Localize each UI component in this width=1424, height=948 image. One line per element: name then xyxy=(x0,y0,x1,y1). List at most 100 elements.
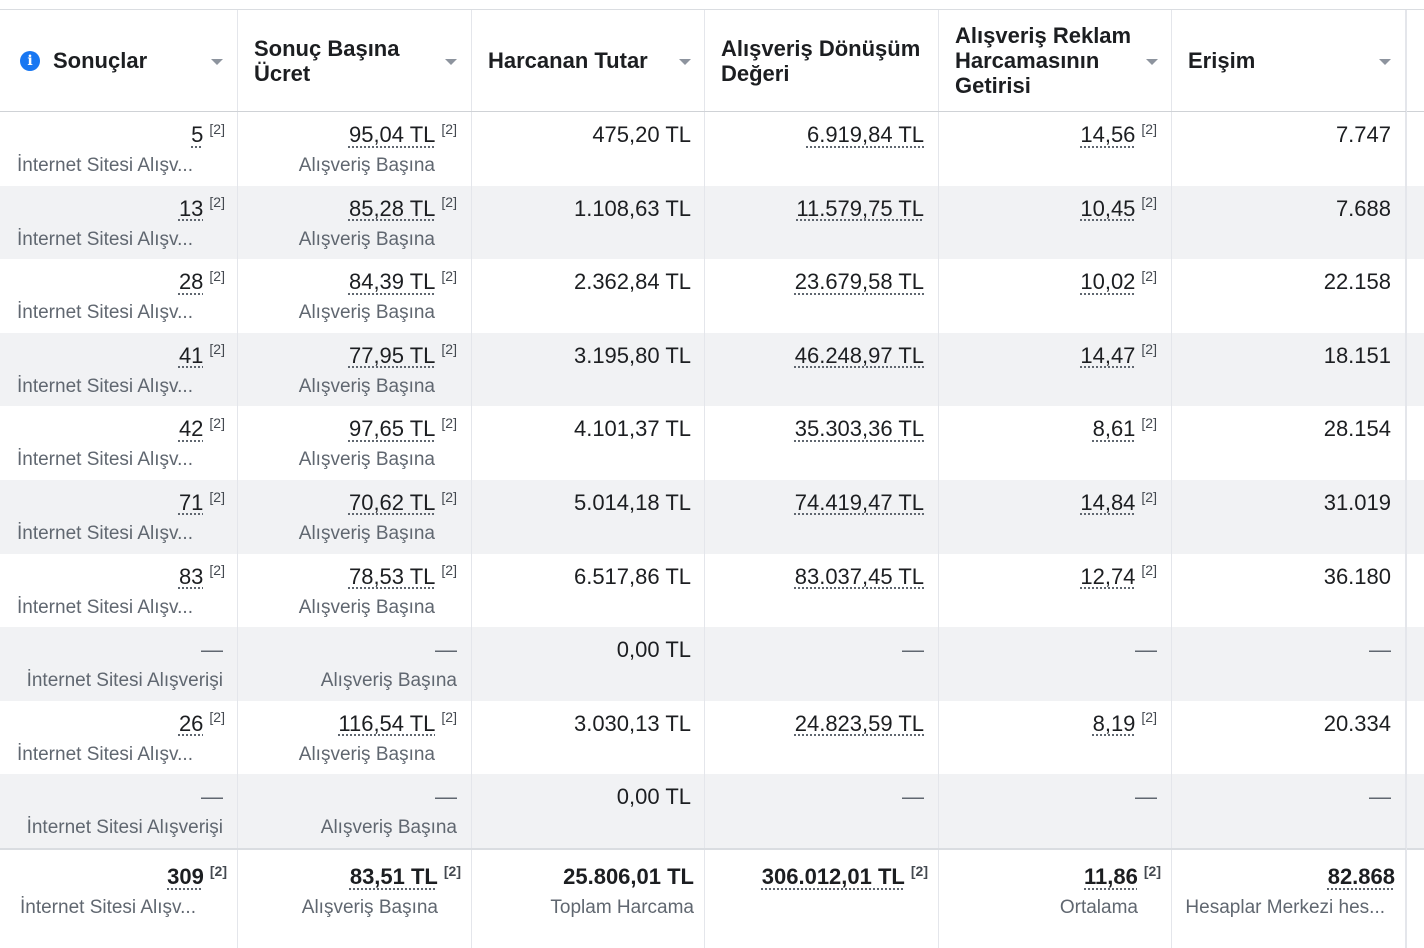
table-row[interactable]: — İnternet Sitesi Alışverişi — Alışveriş Ba… xyxy=(0,774,1424,848)
cost-per-result-value[interactable]: 95,04 TL xyxy=(348,122,436,147)
total-purchase-value[interactable]: 306.012,01 TL xyxy=(761,864,905,889)
result-type-label: İnternet Sitesi Alışv... xyxy=(16,155,193,176)
purchase-roas-value[interactable]: 8,19 xyxy=(1092,710,1136,736)
purchase-value[interactable]: 83.037,45 TL xyxy=(794,563,924,589)
total-results-type: İnternet Sitesi Alışv... xyxy=(19,897,196,918)
reach-value: 7.688 xyxy=(1335,195,1391,221)
purchase-value[interactable]: 24.823,59 TL xyxy=(794,710,924,736)
purchase-value[interactable]: 46.248,97 TL xyxy=(794,342,924,368)
cost-per-result-value[interactable]: 116,54 TL xyxy=(338,710,436,736)
footnote-marker: [2] xyxy=(441,194,457,211)
total-roas-value[interactable]: 11,86 xyxy=(1084,864,1138,889)
results-value: — xyxy=(201,637,223,663)
column-header-purchase-roas[interactable]: Alışveriş Reklam Harcamasının Getirisi xyxy=(939,10,1172,111)
total-cost-per-result-label: Alışveriş Başına xyxy=(301,897,438,918)
results-value[interactable]: 41 xyxy=(178,342,204,368)
footnote-marker: [2] xyxy=(1141,120,1157,137)
cost-per-result-label: Alışveriş Başına xyxy=(298,596,435,618)
footnote-marker: [2] xyxy=(1141,341,1157,358)
footnote-marker: [2] xyxy=(441,488,457,505)
purchase-roas-value[interactable]: 14,47 xyxy=(1080,342,1136,368)
table-row[interactable]: 28 [2] İnternet Sitesi Alışv... 84,39 TL [2]… xyxy=(0,259,1424,333)
footnote-marker: [2] xyxy=(441,267,457,284)
sort-caret-icon[interactable] xyxy=(211,59,223,65)
column-header-amount-spent[interactable]: Harcanan Tutar xyxy=(472,10,705,111)
results-value[interactable]: 71 xyxy=(178,489,204,515)
amount-spent-value: 3.030,13 TL xyxy=(573,710,691,736)
total-reach-value[interactable]: 82.868 xyxy=(1327,864,1395,889)
purchase-value[interactable]: 35.303,36 TL xyxy=(794,416,924,442)
cost-per-result-value[interactable]: 85,28 TL xyxy=(348,195,436,221)
results-value[interactable]: 5 xyxy=(191,122,204,147)
column-header-cost-per-result[interactable]: Sonuç Başına Ücret xyxy=(238,10,472,111)
info-icon[interactable]: i xyxy=(20,50,40,71)
results-value[interactable]: 26 xyxy=(178,710,204,736)
table-row[interactable]: 83 [2] İnternet Sitesi Alışv... 78,53 TL [2]… xyxy=(0,553,1424,628)
cost-per-result-value[interactable]: 84,39 TL xyxy=(348,269,436,295)
column-header-label: Sonuçlar xyxy=(53,48,148,73)
footnote-marker: [2] xyxy=(441,709,457,726)
purchase-roas-value[interactable]: 14,56 xyxy=(1080,122,1136,147)
results-value[interactable]: 83 xyxy=(178,563,204,589)
sort-caret-icon[interactable] xyxy=(1379,59,1391,65)
footnote-marker: [2] xyxy=(209,862,227,879)
result-type-label: İnternet Sitesi Alışv... xyxy=(16,302,193,324)
footnote-marker: [2] xyxy=(1141,415,1157,432)
purchase-value[interactable]: 6.919,84 TL xyxy=(806,122,924,147)
purchase-value: — xyxy=(902,637,924,663)
footnote-marker: [2] xyxy=(1141,267,1157,284)
table-row[interactable]: 5 [2] İnternet Sitesi Alışv... 95,04 TL [2] A… xyxy=(0,112,1424,186)
column-header-purchase-value[interactable]: Alışveriş Dönüşüm Değeri xyxy=(705,10,939,111)
purchase-value[interactable]: 11.579,75 TL xyxy=(796,195,924,221)
amount-spent-value: 0,00 TL xyxy=(616,784,691,810)
purchase-roas-value[interactable]: 10,02 xyxy=(1080,269,1136,295)
footnote-marker: [2] xyxy=(910,862,928,879)
amount-spent-value: 0,00 TL xyxy=(616,637,691,663)
footnote-marker: [2] xyxy=(209,709,225,726)
reach-value: 18.151 xyxy=(1323,342,1391,368)
purchase-value[interactable]: 23.679,58 TL xyxy=(794,269,924,295)
cost-per-result-value[interactable]: 97,65 TL xyxy=(348,416,436,442)
total-results-value[interactable]: 309 xyxy=(167,864,204,889)
amount-spent-value: 4.101,37 TL xyxy=(573,416,691,442)
table-row[interactable]: 71 [2] İnternet Sitesi Alışv... 70,62 TL [2]… xyxy=(0,479,1424,554)
table-row[interactable]: 41 [2] İnternet Sitesi Alışv... 77,95 TL [2]… xyxy=(0,332,1424,407)
result-type-label: İnternet Sitesi Alışverişi xyxy=(26,817,223,839)
results-value[interactable]: 28 xyxy=(178,269,204,295)
cost-per-result-value[interactable]: 70,62 TL xyxy=(348,489,436,515)
results-value[interactable]: 13 xyxy=(178,195,204,221)
table-body: 5 [2] İnternet Sitesi Alışv... 95,04 TL [2] A… xyxy=(0,112,1424,848)
reach-value: — xyxy=(1369,637,1391,663)
table-row[interactable]: — İnternet Sitesi Alışverişi — Alışveriş Ba… xyxy=(0,627,1424,701)
reach-value: 28.154 xyxy=(1323,416,1391,442)
cost-per-result-label: Alışveriş Başına xyxy=(298,743,435,765)
sort-caret-icon[interactable] xyxy=(445,59,457,65)
column-header-reach[interactable]: Erişim xyxy=(1172,10,1406,111)
reach-value: — xyxy=(1369,784,1391,810)
purchase-value[interactable]: 74.419,47 TL xyxy=(794,489,924,515)
cost-per-result-value[interactable]: 77,95 TL xyxy=(348,342,436,368)
reach-value: 7.747 xyxy=(1335,122,1391,147)
amount-spent-value: 5.014,18 TL xyxy=(573,489,691,515)
results-value[interactable]: 42 xyxy=(178,416,204,442)
purchase-roas-value[interactable]: 10,45 xyxy=(1080,195,1136,221)
sort-caret-icon[interactable] xyxy=(679,59,691,65)
purchase-roas-value[interactable]: 12,74 xyxy=(1080,563,1136,589)
total-cost-per-result-value[interactable]: 83,51 TL xyxy=(349,864,438,889)
cost-per-result-value[interactable]: 78,53 TL xyxy=(348,563,436,589)
cost-per-result-label: Alışveriş Başına xyxy=(298,155,435,176)
footnote-marker: [2] xyxy=(209,194,225,211)
column-header-label: Alışveriş Reklam Harcamasının Getirisi xyxy=(955,23,1132,98)
purchase-roas-value[interactable]: 14,84 xyxy=(1080,489,1136,515)
cost-per-result-label: Alışveriş Başına xyxy=(298,522,435,544)
sort-caret-icon[interactable] xyxy=(1146,59,1158,65)
result-type-label: İnternet Sitesi Alışv... xyxy=(16,228,193,250)
column-header-results[interactable]: i Sonuçlar xyxy=(0,10,238,111)
table-row[interactable]: 42 [2] İnternet Sitesi Alışv... 97,65 TL [2]… xyxy=(0,406,1424,480)
footnote-marker: [2] xyxy=(1141,709,1157,726)
cost-per-result-label: Alışveriş Başına xyxy=(320,817,457,839)
result-type-label: İnternet Sitesi Alışv... xyxy=(16,522,193,544)
table-row[interactable]: 26 [2] İnternet Sitesi Alışv... 116,54 TL [2… xyxy=(0,700,1424,775)
purchase-roas-value[interactable]: 8,61 xyxy=(1092,416,1136,442)
table-row[interactable]: 13 [2] İnternet Sitesi Alışv... 85,28 TL [2]… xyxy=(0,185,1424,260)
